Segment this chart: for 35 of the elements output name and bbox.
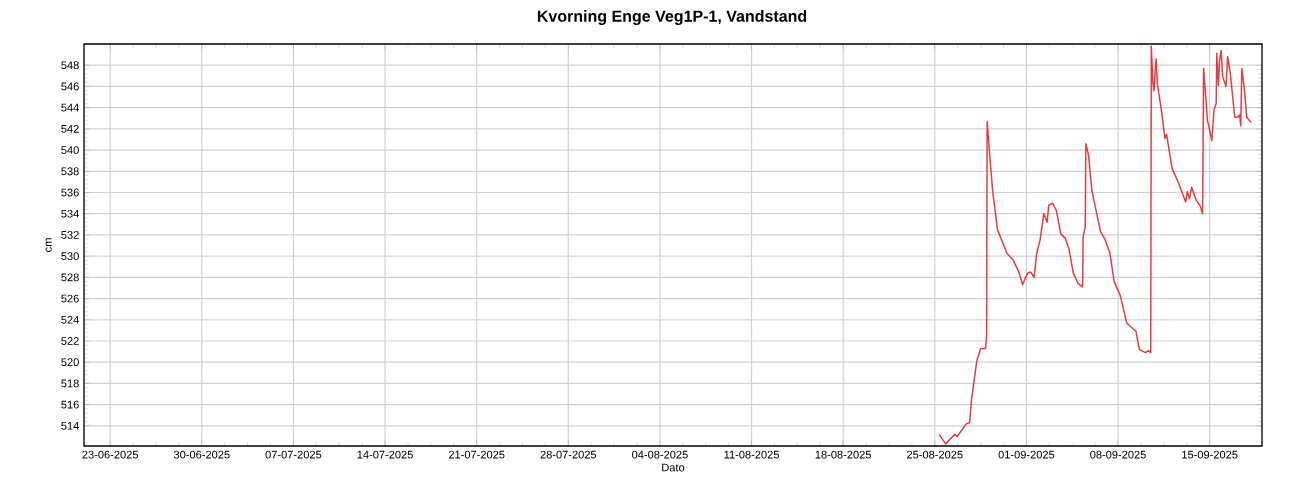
y-tick-label: 518 [61, 379, 79, 388]
y-tick-label: 532 [61, 231, 79, 239]
y-tick-label: 514 [61, 421, 79, 430]
x-tick-label: 04-08-2025 [632, 450, 688, 459]
x-tick-label: 23-06-2025 [82, 450, 138, 459]
x-tick-label: 07-07-2025 [265, 450, 322, 459]
y-tick-label: 538 [61, 167, 79, 176]
x-tick-label: 15-09-2025 [1182, 450, 1238, 459]
x-tick-label: 08-09-2025 [1090, 450, 1146, 459]
y-tick-label: 544 [61, 103, 79, 112]
y-tick-label: 542 [61, 124, 79, 133]
y-tick-label: 528 [61, 273, 79, 282]
x-tick-label: 28-07-2025 [540, 450, 597, 459]
y-tick-label: 548 [61, 61, 79, 70]
y-tick-label: 516 [61, 400, 79, 409]
x-tick-label: 11-08-2025 [724, 450, 779, 459]
x-axis-title: Dato [662, 463, 685, 472]
y-axis-title: cm [45, 238, 52, 252]
y-tick-label: 530 [61, 252, 79, 261]
y-tick-label: 534 [61, 209, 79, 218]
x-tick-label: 21-07-2025 [448, 450, 505, 459]
y-tick-label: 536 [61, 188, 79, 197]
x-tick-label: 14-07-2025 [357, 450, 413, 459]
y-tick-label: 540 [61, 146, 79, 154]
x-tick-label: 18-08-2025 [815, 450, 871, 459]
y-tick-label: 526 [61, 294, 79, 303]
y-tick-label: 524 [61, 315, 79, 324]
x-tick-label: 25-08-2025 [907, 450, 963, 459]
line-series [938, 45, 1252, 445]
x-tick-label: 30-06-2025 [173, 450, 230, 459]
y-tick-label: 520 [61, 358, 79, 367]
y-tick-label: 522 [61, 337, 79, 345]
x-tick-label: 01-09-2025 [998, 450, 1055, 459]
chart-title: Kvorning Enge Veg1P-1, Vandstand [537, 10, 807, 26]
y-tick-label: 546 [61, 82, 79, 91]
